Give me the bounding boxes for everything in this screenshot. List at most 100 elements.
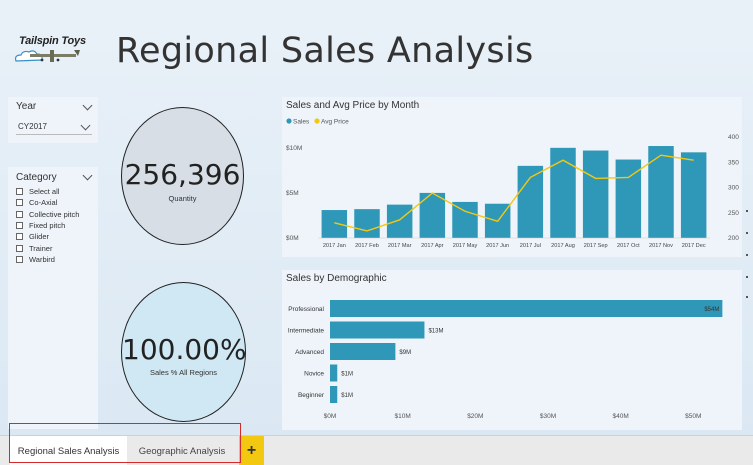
legend-label-sales: Sales	[293, 119, 310, 126]
category-item-label: Glider	[29, 232, 50, 242]
y-right-tick: 400	[728, 134, 739, 141]
checkbox[interactable]	[16, 222, 23, 230]
y-left-tick: $0M	[286, 235, 299, 242]
y-left-tick: $10M	[286, 145, 302, 152]
demographic-bar	[330, 321, 425, 339]
legend-swatch-avg-price	[314, 118, 320, 124]
category-label: Advanced	[295, 349, 324, 356]
checkbox[interactable]	[16, 233, 23, 241]
x-tick-label: $30M	[540, 413, 556, 420]
category-item-label: Co-Axial	[29, 198, 58, 208]
sales-bar	[452, 201, 478, 238]
tailspin-toys-logo: Tailspin Toys	[12, 32, 94, 68]
checkbox[interactable]	[16, 199, 23, 207]
category-list: Select all Co-Axial Collective pitch Fixed …	[16, 186, 79, 265]
demographic-bar	[330, 364, 338, 382]
x-tick-label: 2017 Jul	[520, 243, 541, 249]
category-label: Beginner	[298, 392, 325, 399]
sales-bar	[354, 209, 380, 238]
category-item[interactable]: Collective pitch	[16, 209, 79, 220]
legend-swatch-sales	[286, 118, 292, 124]
year-slicer-title: Year	[16, 101, 37, 112]
category-item[interactable]: Trainer	[16, 242, 79, 253]
sales-bar	[648, 146, 674, 238]
demographic-bar	[330, 343, 396, 360]
year-dropdown[interactable]: CY2017	[16, 120, 92, 135]
legend-label-avg-price: Avg Price	[321, 119, 349, 126]
category-item[interactable]: Co-Axial	[16, 197, 79, 208]
x-tick-label: 2017 Jun	[486, 243, 509, 249]
y-right-tick: 250	[728, 210, 739, 217]
x-tick-label: $50M	[685, 413, 701, 420]
y-right-tick: 350	[728, 159, 739, 166]
airplane-cloud-icon	[14, 50, 80, 62]
category-item[interactable]: Fixed pitch	[16, 220, 79, 231]
sales-bar	[386, 204, 413, 238]
sales-bar	[550, 147, 576, 238]
category-item[interactable]: Warbird	[16, 254, 79, 265]
chevron-down-icon	[80, 120, 91, 131]
data-label: $54M	[704, 307, 719, 313]
sales-pct-kpi-card: 100.00% Sales % All Regions	[121, 282, 247, 422]
sales-demographic-chart-card[interactable]: Sales by Demographic Professional $54M Int…	[282, 270, 742, 430]
data-label: $1M	[341, 372, 353, 378]
year-slicer: Year CY2017	[8, 97, 98, 143]
checkbox[interactable]	[16, 188, 23, 196]
demographic-bar	[330, 300, 723, 317]
chevron-down-icon[interactable]	[82, 100, 93, 111]
demographic-bar	[330, 386, 338, 403]
page-title: Regional Sales Analysis	[116, 31, 534, 71]
sales-avg-price-chart-card[interactable]: Sales and Avg Price by Month Sales Avg Pr…	[282, 97, 742, 257]
x-tick-label: $0M	[324, 413, 337, 420]
category-slicer-title: Category	[16, 172, 57, 183]
sales-demographic-chart: Professional $54M Intermediate $13M Advanced…	[288, 300, 723, 420]
quantity-label: Quantity	[168, 194, 197, 203]
tab-regional-sales-analysis[interactable]: Regional Sales Analysis	[10, 436, 127, 465]
x-tick-label: $20M	[467, 413, 483, 420]
sales-bar	[615, 159, 642, 238]
x-tick-label: 2017 Oct	[617, 243, 640, 249]
year-selected-value: CY2017	[18, 122, 47, 131]
category-slicer: Category Select all Co-Axial Collective pi…	[8, 167, 98, 429]
x-tick-label: $10M	[395, 413, 411, 420]
tab-geographic-analysis[interactable]: Geographic Analysis	[138, 445, 226, 457]
avg-price-line	[334, 154, 694, 232]
x-tick-label: 2017 Sep	[584, 243, 608, 249]
x-tick-label: 2017 Dec	[682, 243, 706, 249]
category-label: Intermediate	[288, 328, 325, 335]
x-tick-label: 2017 Aug	[551, 243, 575, 249]
category-item-label: Select all	[29, 187, 60, 197]
checkbox[interactable]	[16, 255, 23, 263]
page-tab-bar: Regional Sales Analysis Geographic Analy…	[0, 435, 753, 465]
scroll-indicator[interactable]	[745, 210, 749, 300]
add-page-button[interactable]: +	[239, 436, 264, 465]
category-item-label: Warbird	[29, 254, 55, 264]
category-item-label: Trainer	[29, 243, 53, 253]
category-label: Novice	[304, 371, 324, 378]
sales-pct-label: Sales % All Regions	[149, 368, 218, 377]
data-label: $1M	[341, 393, 353, 399]
y-right-tick: 200	[728, 235, 739, 242]
category-item[interactable]: Select all	[16, 186, 79, 197]
report-canvas: Tailspin Toys Regional Sales Analysis Ye…	[0, 0, 753, 435]
chart-title: Sales by Demographic	[286, 273, 387, 284]
data-label: $9M	[399, 350, 411, 356]
category-item[interactable]: Glider	[16, 231, 79, 242]
chart-title: Sales and Avg Price by Month	[286, 100, 420, 111]
data-label: $13M	[428, 329, 443, 335]
category-label: Professional	[288, 306, 324, 313]
checkbox[interactable]	[16, 244, 23, 252]
x-tick-label: 2017 Jan	[323, 243, 346, 249]
sales-bar	[680, 152, 707, 238]
logo-text: Tailspin Toys	[19, 35, 86, 47]
quantity-value: 256,396	[124, 158, 241, 191]
x-tick-label: 2017 Apr	[421, 243, 444, 249]
y-left-tick: $5M	[286, 190, 299, 197]
checkbox[interactable]	[16, 210, 23, 218]
chevron-down-icon[interactable]	[82, 170, 93, 181]
x-tick-label: 2017 May	[453, 243, 478, 249]
sales-bar	[321, 210, 348, 238]
sales-bar	[582, 150, 609, 238]
x-tick-label: $40M	[613, 413, 629, 420]
category-item-label: Collective pitch	[29, 209, 80, 219]
